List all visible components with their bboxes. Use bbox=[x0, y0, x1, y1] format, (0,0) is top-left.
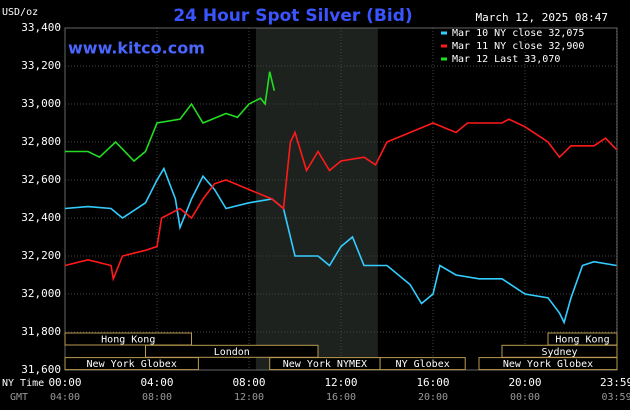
legend-label: Mar 12 Last 33,070 bbox=[452, 54, 560, 65]
chart-title: 24 Hour Spot Silver (Bid) bbox=[173, 6, 412, 26]
legend-swatch bbox=[441, 57, 447, 61]
y-tick-label: 33,400 bbox=[21, 21, 61, 34]
x-tick-label: 00:00 bbox=[48, 376, 81, 389]
gmt-tick-label: 20:00 bbox=[418, 392, 448, 403]
x-tick-label: 23:59 bbox=[600, 376, 630, 389]
session-bar bbox=[64, 332, 192, 346]
gmt-tick-label: 03:59 bbox=[601, 392, 630, 403]
gmt-tick-label: 00:00 bbox=[510, 392, 540, 403]
legend-swatch bbox=[441, 31, 447, 35]
gmt-tick-label: 12:00 bbox=[234, 392, 264, 403]
session-label: Hong Kong bbox=[555, 335, 609, 346]
gmt-tick-label: 08:00 bbox=[142, 392, 172, 403]
y-tick-label: 32,400 bbox=[21, 211, 61, 224]
watermark: www.kitco.com bbox=[68, 39, 205, 58]
y-tick-label: 31,800 bbox=[21, 325, 61, 338]
y-tick-label: 31,600 bbox=[21, 363, 61, 376]
session-shade bbox=[255, 28, 378, 370]
y-tick-label: 32,000 bbox=[21, 287, 61, 300]
x-tick-label: 12:00 bbox=[324, 376, 357, 389]
gmt-tick-label: 04:00 bbox=[50, 392, 80, 403]
x-tick-label: 16:00 bbox=[416, 376, 449, 389]
legend-label: Mar 11 NY close 32,900 bbox=[452, 41, 584, 52]
y-tick-label: 32,600 bbox=[21, 173, 61, 186]
session-label: Hong Kong bbox=[101, 335, 155, 346]
y-tick-label: 32,200 bbox=[21, 249, 61, 262]
session-bar bbox=[478, 357, 618, 371]
session-bar bbox=[64, 357, 199, 371]
session-label: New York Globex bbox=[87, 359, 177, 370]
legend-label: Mar 10 NY close 32,075 bbox=[452, 28, 584, 39]
y-axis-label: USD/oz bbox=[2, 7, 38, 18]
session-bar bbox=[145, 344, 319, 358]
price-line bbox=[64, 166, 617, 325]
session-label: NY Globex bbox=[396, 359, 450, 370]
timestamp: March 12, 2025 08:47 bbox=[476, 11, 608, 24]
session-label: New York NYMEX bbox=[283, 359, 367, 370]
x-tick-label: 08:00 bbox=[232, 376, 265, 389]
price-line bbox=[64, 118, 618, 282]
session-label: New York Globex bbox=[503, 359, 593, 370]
y-tick-label: 33,200 bbox=[21, 59, 61, 72]
session-label: Sydney bbox=[541, 347, 577, 358]
x-tick-label: 04:00 bbox=[140, 376, 173, 389]
x-row-label: GMT bbox=[10, 392, 28, 403]
session-bar bbox=[379, 357, 466, 371]
x-tick-label: 20:00 bbox=[508, 376, 541, 389]
y-tick-label: 32,800 bbox=[21, 135, 61, 148]
gmt-tick-label: 16:00 bbox=[326, 392, 356, 403]
legend-swatch bbox=[441, 44, 447, 48]
price-line bbox=[65, 71, 276, 163]
session-label: London bbox=[214, 347, 250, 358]
y-tick-label: 33,000 bbox=[21, 97, 61, 110]
x-row-label: NY Time bbox=[2, 378, 44, 389]
